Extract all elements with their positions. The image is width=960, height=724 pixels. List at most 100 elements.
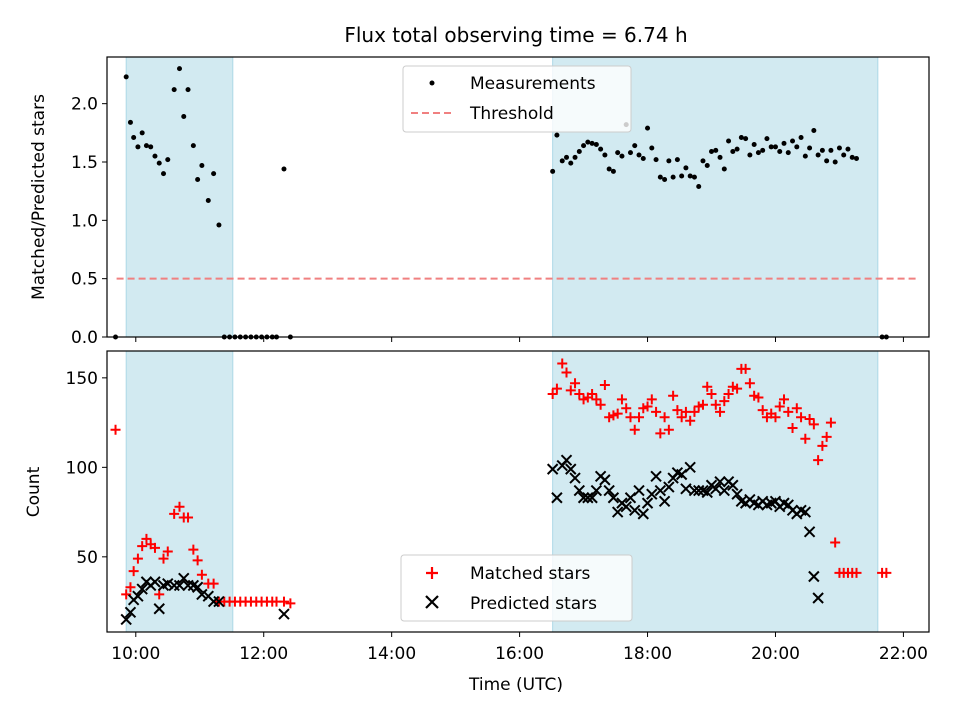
matched-star-point [192, 555, 203, 566]
measurement-point [696, 184, 702, 189]
matched-star-point [634, 412, 645, 423]
measurement-point [721, 166, 727, 172]
measurement-point [691, 174, 697, 180]
predicted-star-point [586, 492, 598, 504]
measurement-point [589, 140, 595, 146]
measurement-point [619, 153, 625, 159]
predicted-star-point [191, 581, 204, 593]
measurement-point [755, 150, 761, 156]
y-tick-label: 1.5 [71, 153, 98, 173]
top-y-ticks: 0.0 0.5 1.0 1.5 2.0 [71, 95, 107, 348]
measurement-point [743, 136, 749, 142]
predicted-star-point [132, 590, 144, 602]
top-x-ticks [135, 337, 904, 342]
matched-star-point [830, 537, 841, 548]
matched-star-point [710, 399, 721, 410]
measurement-point [281, 166, 287, 172]
matched-star-point [655, 428, 666, 439]
x-tick-label: 14:00 [367, 644, 416, 664]
measurement-point [165, 157, 171, 163]
measurement-point [598, 146, 604, 152]
measurement-point [687, 173, 693, 179]
predicted-star-point [654, 484, 667, 497]
measurement-point [585, 139, 591, 145]
matched-star-point [149, 542, 160, 553]
matched-star-point [800, 433, 811, 444]
predicted-star-point [637, 508, 649, 520]
predicted-star-point [658, 495, 671, 508]
y-tick-label: 0.5 [71, 270, 98, 290]
matched-star-point [753, 392, 764, 403]
predicted-star-point [607, 492, 620, 504]
matched-star-point [125, 582, 136, 593]
legend-predicted-marker [425, 595, 439, 609]
shaded-interval [125, 56, 234, 338]
chart-title: Flux total observing time = 6.74 h [344, 23, 687, 47]
matched-star-point [783, 406, 794, 417]
measurement-point [581, 143, 587, 149]
legend-matched-marker [426, 567, 438, 579]
matched-star-point [574, 388, 585, 399]
matched-star-point [158, 553, 169, 564]
predicted-star-point [812, 592, 824, 604]
measurement-point [836, 145, 842, 151]
measurement-point [841, 152, 847, 158]
measurement-point [790, 138, 796, 144]
predicted-star-point [178, 572, 190, 585]
measurement-point [632, 143, 638, 149]
matched-star-point [706, 388, 717, 399]
x-tick-label: 16:00 [495, 644, 544, 664]
matched-star-point [672, 405, 683, 416]
x-tick-label: 18:00 [623, 644, 672, 664]
predicted-star-point [680, 483, 692, 495]
top-panel: 0.00.51.01.52.0 Matched/Predicted stars … [29, 56, 930, 348]
measurement-point [190, 143, 196, 149]
measurement-point [670, 174, 676, 180]
measurement-point [610, 168, 616, 174]
matched-star-point [779, 394, 790, 405]
y-tick-label: 0.0 [71, 328, 98, 348]
measurement-point [709, 149, 715, 154]
measurement-point [768, 144, 774, 150]
matched-star-point [570, 378, 581, 389]
predicted-star-point [560, 454, 573, 466]
measurement-point [593, 142, 599, 147]
measurement-point [554, 132, 560, 138]
legend-predicted-label: Predicted stars [470, 594, 597, 614]
matched-star-point [659, 412, 670, 423]
y-tick-label: 100 [66, 458, 98, 478]
x-tick-label: 22:00 [879, 644, 928, 664]
matched-star-point [740, 363, 751, 374]
matched-star-point [791, 403, 802, 414]
measurement-point [832, 159, 838, 165]
bottom-y-ticks: 50 100 150 [66, 369, 107, 568]
matched-star-point [851, 567, 862, 578]
measurement-point [704, 163, 710, 168]
matched-star-point [625, 412, 636, 423]
predicted-star-point [173, 579, 186, 592]
measurement-point [135, 144, 141, 150]
predicted-star-point [701, 486, 713, 499]
legend-threshold-label: Threshold [469, 104, 554, 124]
predicted-star-point [213, 595, 225, 608]
predicted-star-point [577, 492, 590, 504]
matched-star-point [183, 512, 194, 523]
measurement-point [854, 156, 860, 161]
measurement-point [807, 145, 813, 151]
measurement-point [845, 146, 851, 152]
bottom-legend-box [400, 554, 633, 622]
measurement-point [615, 150, 621, 156]
measurement-point [572, 154, 578, 160]
top-legend-box [402, 65, 632, 133]
measurement-point [176, 66, 182, 72]
measurement-point [636, 152, 642, 158]
predicted-star-point [569, 472, 581, 484]
matched-star-point [595, 399, 606, 410]
predicted-star-point [633, 484, 645, 497]
measurement-point [662, 177, 668, 182]
x-axis-label: Time (UTC) [468, 675, 563, 695]
matched-star-point [591, 394, 602, 405]
matched-star-point [132, 553, 143, 564]
